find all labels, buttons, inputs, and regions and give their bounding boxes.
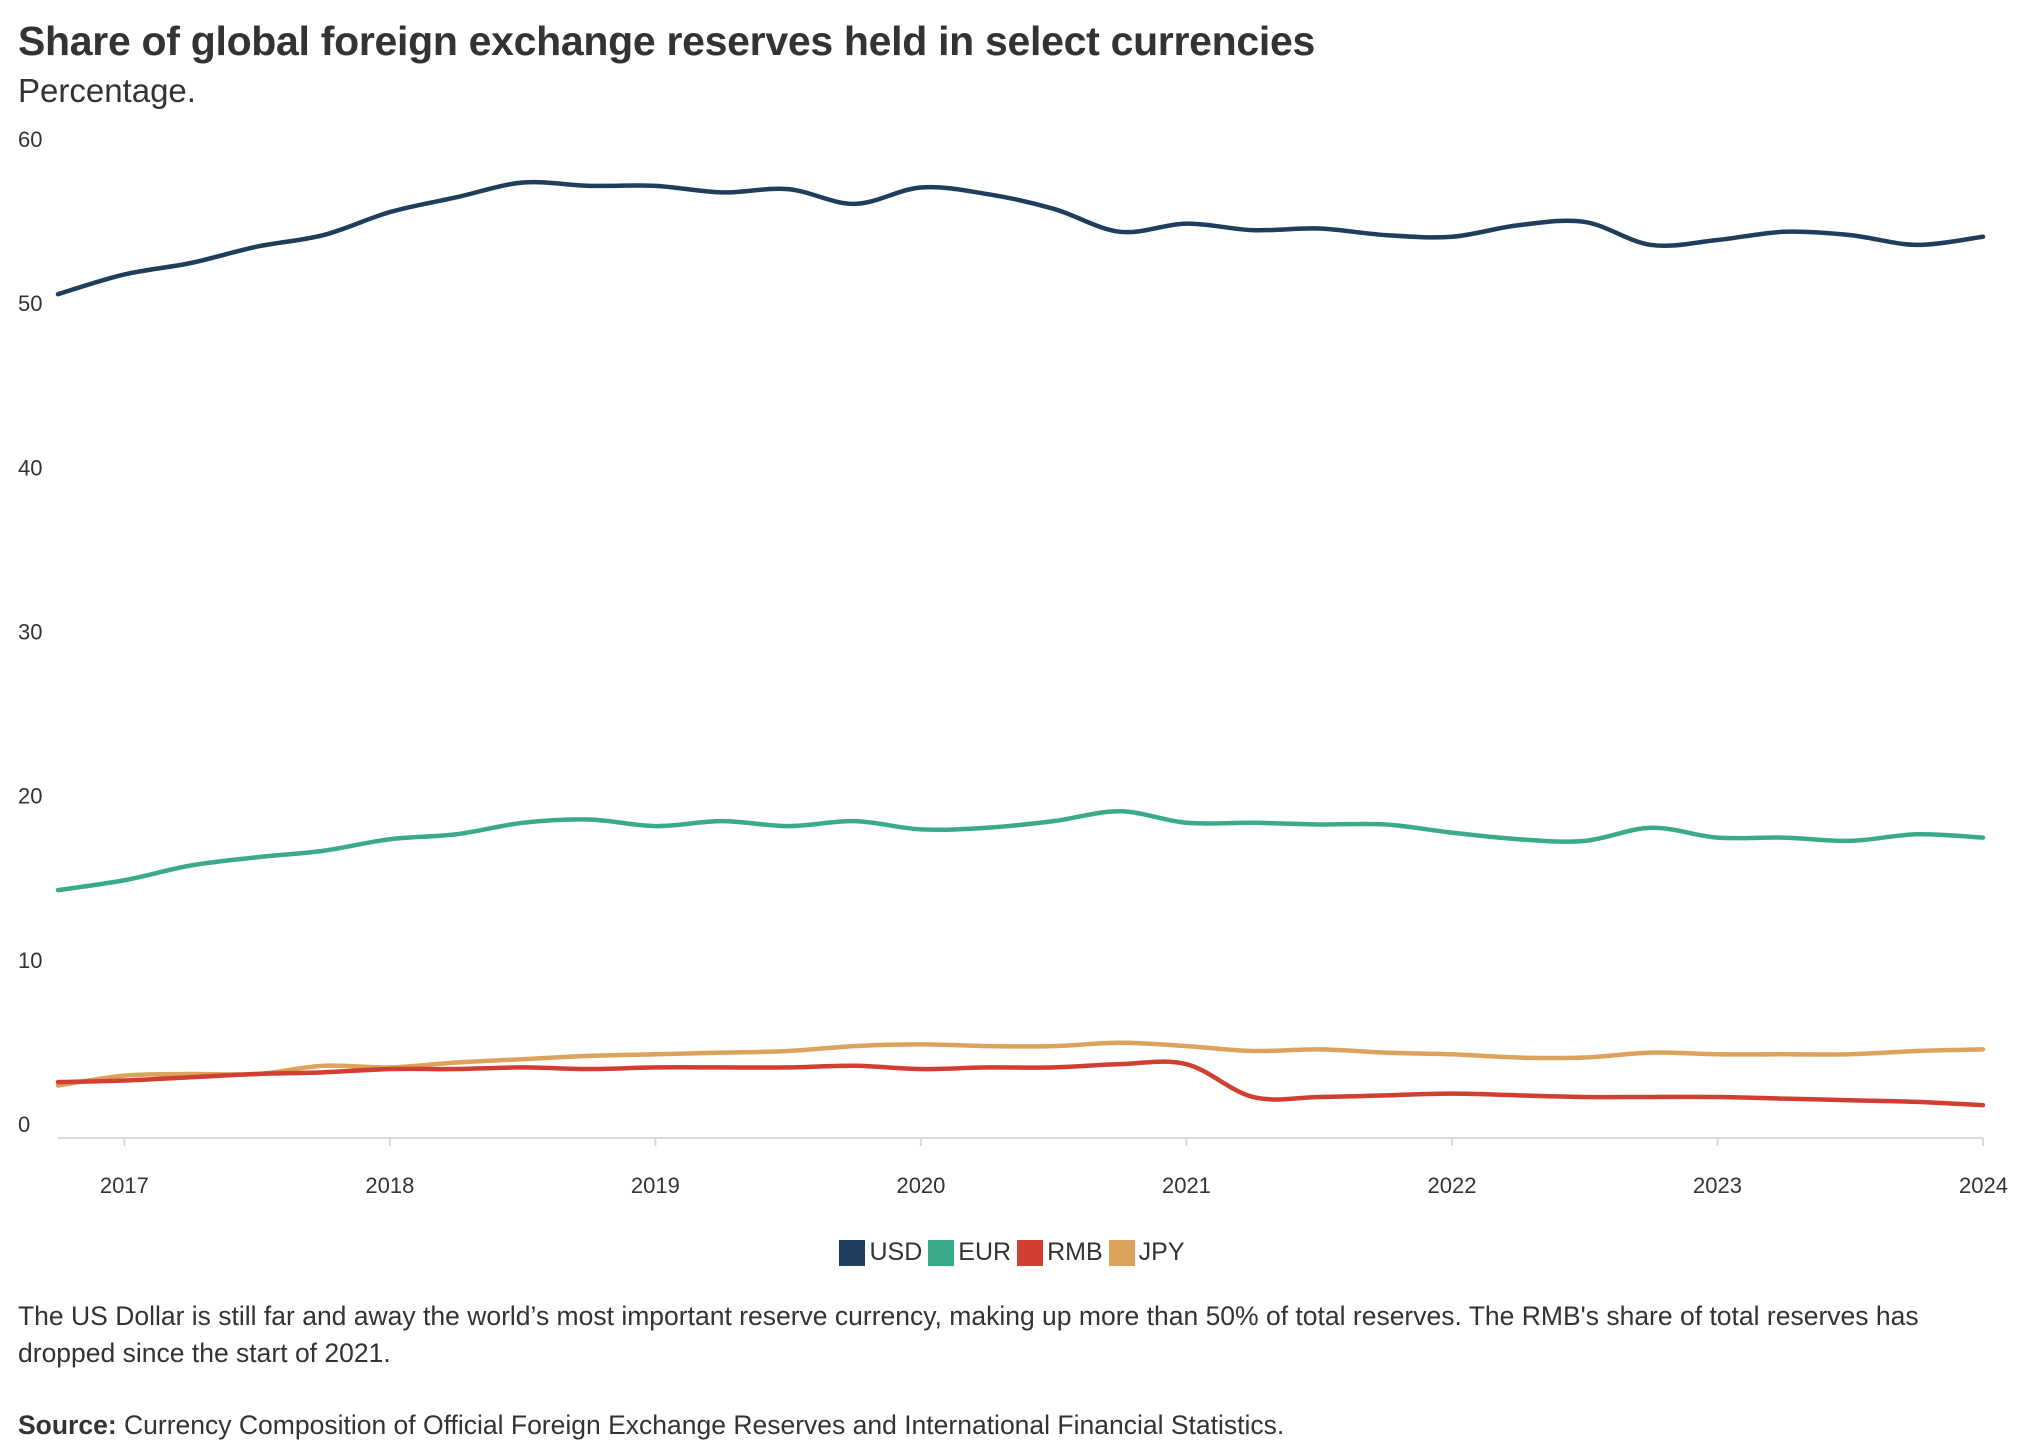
chart-title: Share of global foreign exchange reserve… [18, 18, 1315, 64]
legend-item-rmb[interactable]: RMB [1017, 1238, 1103, 1267]
series-line-eur [55, 809, 1986, 893]
x-tick-label: 2023 [1693, 1173, 1742, 1198]
chart-description: The US Dollar is still far and away the … [18, 1301, 1919, 1368]
chart-subtitle: Percentage. [18, 72, 196, 109]
legend-swatch-jpy [1108, 1239, 1135, 1266]
y-tick-label: 50 [18, 291, 42, 316]
y-tick-label: 0 [18, 1112, 30, 1137]
x-tick-label: 2021 [1162, 1173, 1211, 1198]
x-tick-label: 2022 [1427, 1173, 1476, 1198]
legend-item-jpy[interactable]: JPY [1108, 1238, 1185, 1267]
y-tick-label: 30 [18, 620, 42, 645]
series-line-jpy [55, 1040, 1986, 1088]
x-tick-label: 2024 [1959, 1173, 2008, 1198]
legend-item-usd[interactable]: USD [839, 1238, 922, 1267]
legend-swatch-eur [928, 1239, 955, 1266]
legend-label-usd: USD [869, 1238, 923, 1266]
legend-swatch-usd [839, 1239, 866, 1266]
x-tick-label: 2018 [365, 1173, 414, 1198]
y-tick-label: 60 [18, 127, 42, 152]
legend-item-eur[interactable]: EUR [928, 1238, 1011, 1267]
chart-source: Source: Currency Composition of Official… [18, 1410, 1284, 1441]
y-tick-label: 10 [18, 948, 42, 973]
legend-swatch-rmb [1017, 1239, 1044, 1266]
x-tick-label: 2017 [100, 1173, 149, 1198]
series-lines [55, 179, 1986, 1108]
legend-label-eur: EUR [958, 1238, 1012, 1266]
y-axis: 0 10 20 30 40 50 60 [18, 127, 1983, 1139]
source-text: Currency Composition of Official Foreign… [116, 1410, 1285, 1440]
legend: USD EUR RMB JPY [0, 1238, 2024, 1267]
y-tick-label: 20 [18, 784, 42, 809]
x-axis: 2017 2018 2019 2020 2021 2022 2023 2024 [100, 1138, 2008, 1198]
legend-label-rmb: RMB [1047, 1238, 1103, 1266]
x-tick-label: 2019 [631, 1173, 680, 1198]
y-tick-label: 40 [18, 455, 42, 480]
series-line-rmb [55, 1059, 1986, 1108]
source-label: Source: [18, 1410, 117, 1440]
legend-label-jpy: JPY [1138, 1238, 1185, 1266]
x-tick-label: 2020 [896, 1173, 945, 1198]
series-line-usd [55, 179, 1986, 297]
